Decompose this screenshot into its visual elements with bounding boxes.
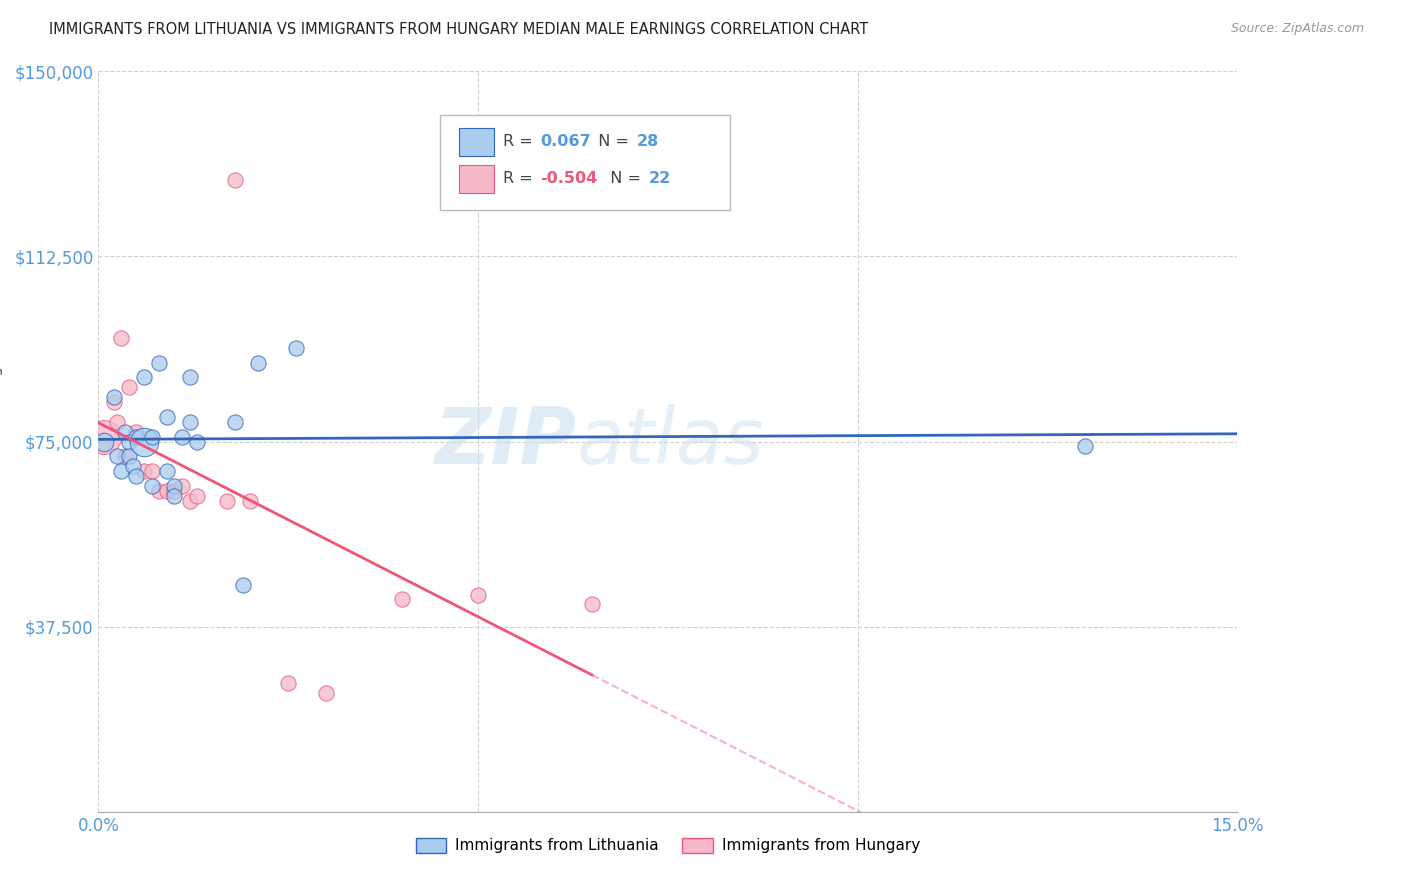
Point	[156, 464, 179, 478]
Text: N =: N =	[599, 171, 645, 186]
Legend: Immigrants from Lithuania, Immigrants from Hungary: Immigrants from Lithuania, Immigrants fr…	[409, 831, 927, 860]
Text: 28: 28	[637, 134, 659, 149]
Text: R =: R =	[503, 171, 537, 186]
Text: R =: R =	[503, 134, 537, 149]
Point	[132, 434, 155, 449]
Point	[125, 469, 148, 483]
Point	[163, 479, 186, 493]
Point	[156, 483, 179, 498]
Text: IMMIGRANTS FROM LITHUANIA VS IMMIGRANTS FROM HUNGARY MEDIAN MALE EARNINGS CORREL: IMMIGRANTS FROM LITHUANIA VS IMMIGRANTS …	[49, 22, 869, 37]
Point	[148, 483, 170, 498]
Point	[110, 331, 132, 345]
Point	[284, 341, 307, 355]
Point	[121, 459, 143, 474]
Point	[170, 429, 193, 443]
Point	[114, 425, 136, 439]
Point	[125, 425, 148, 439]
Point	[163, 483, 186, 498]
Point	[315, 686, 337, 700]
Y-axis label: Median Male Earnings: Median Male Earnings	[0, 358, 3, 525]
Bar	[460, 128, 494, 156]
Point	[132, 370, 155, 384]
Point	[277, 676, 299, 690]
Point	[107, 450, 129, 464]
Point	[141, 479, 163, 493]
Point	[163, 489, 186, 503]
Point	[93, 434, 115, 449]
Point	[391, 592, 413, 607]
Point	[217, 493, 239, 508]
Point	[186, 434, 208, 449]
Point	[118, 434, 141, 449]
Text: ZIP: ZIP	[434, 403, 576, 480]
Point	[186, 489, 208, 503]
Point	[1074, 440, 1097, 454]
Text: atlas: atlas	[576, 403, 765, 480]
Point	[148, 355, 170, 369]
Point	[141, 464, 163, 478]
Point	[179, 493, 201, 508]
Point	[132, 464, 155, 478]
Point	[103, 395, 125, 409]
Point	[170, 479, 193, 493]
Text: 0.067: 0.067	[540, 134, 591, 149]
Point	[232, 577, 254, 591]
Text: N =: N =	[588, 134, 634, 149]
Point	[581, 598, 603, 612]
Point	[110, 464, 132, 478]
Point	[141, 429, 163, 443]
Point	[103, 390, 125, 404]
Point	[107, 415, 129, 429]
Point	[118, 450, 141, 464]
FancyBboxPatch shape	[440, 115, 731, 210]
Text: 22: 22	[648, 171, 671, 186]
Point	[239, 493, 262, 508]
Point	[179, 415, 201, 429]
Point	[246, 355, 269, 369]
Point	[93, 429, 115, 443]
Point	[467, 588, 489, 602]
Point	[156, 409, 179, 424]
Point	[125, 429, 148, 443]
Point	[114, 450, 136, 464]
Point	[224, 415, 246, 429]
Point	[118, 380, 141, 394]
Text: -0.504: -0.504	[540, 171, 598, 186]
Point	[179, 370, 201, 384]
Bar	[460, 165, 494, 193]
Text: Source: ZipAtlas.com: Source: ZipAtlas.com	[1230, 22, 1364, 36]
Point	[224, 173, 246, 187]
